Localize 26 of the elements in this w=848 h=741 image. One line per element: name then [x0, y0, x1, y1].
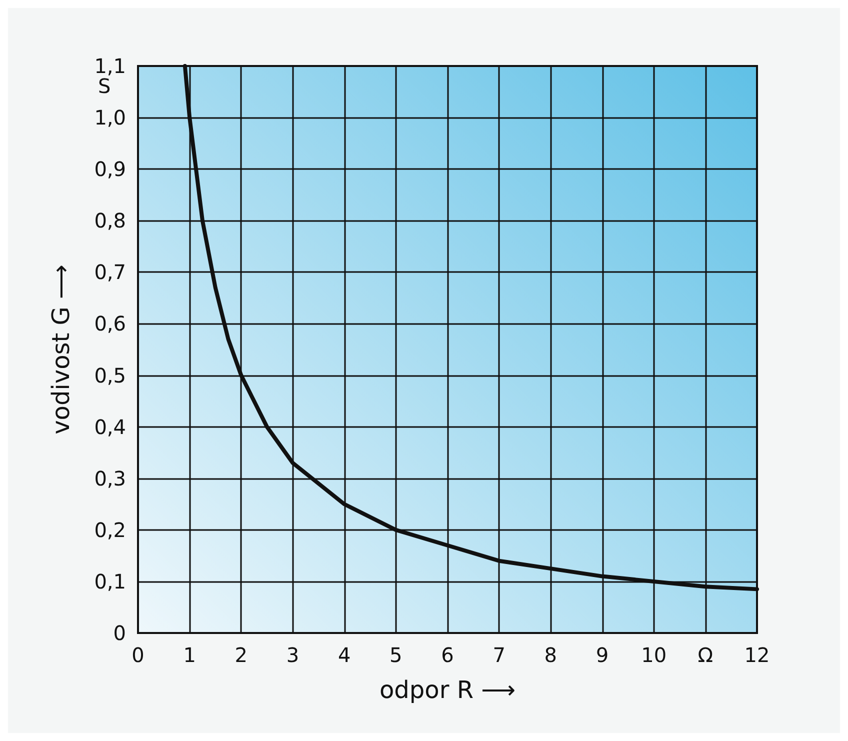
y-tick-label: 0,4: [94, 414, 126, 439]
y-tick-label: 1,0: [94, 106, 126, 130]
y-tick-label: 0: [113, 621, 126, 645]
y-axis-title: vodivost G ⟶: [47, 264, 75, 434]
y-tick-label: 0,2: [94, 518, 126, 542]
x-tick-label: 9: [596, 643, 609, 667]
x-tick-label: 1: [183, 643, 196, 667]
x-tick-label: 3: [286, 643, 300, 667]
x-tick-label: 2: [234, 643, 248, 667]
y-tick-label: 0,1: [94, 569, 126, 594]
x-tick-label: Ω: [698, 643, 714, 667]
x-tick-label: 10: [641, 643, 667, 667]
x-tick-label: 12: [744, 643, 770, 667]
y-tick-label: 0,3: [94, 466, 126, 490]
x-tick-label: 7: [492, 643, 506, 667]
y-tick-label: 0,5: [94, 363, 126, 388]
y-tick-label: 0,8: [94, 208, 126, 233]
x-tick-label: 5: [390, 643, 402, 667]
y-tick-label: 0,7: [94, 260, 126, 284]
x-tick-label: 4: [338, 643, 351, 667]
x-axis-title: odpor R ⟶: [379, 676, 516, 704]
x-tick-label: 6: [441, 643, 454, 667]
y-tick-label: 0,9: [94, 157, 126, 182]
x-tick-label: 0: [132, 643, 144, 667]
y-tick-label: 0,6: [94, 312, 126, 336]
x-tick-label: 8: [544, 643, 558, 667]
